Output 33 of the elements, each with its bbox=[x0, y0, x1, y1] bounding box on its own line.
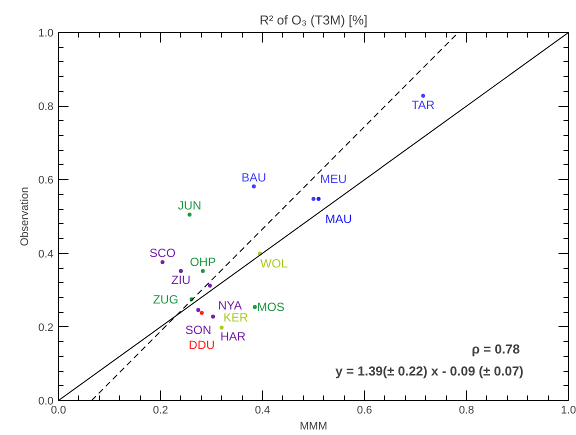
data-label: BAU bbox=[241, 170, 266, 184]
x-tick-label: 1.0 bbox=[560, 404, 576, 416]
data-label: SCO bbox=[150, 246, 176, 260]
data-label: TAR bbox=[412, 98, 436, 112]
data-label: OHP bbox=[190, 254, 216, 269]
annotation: ρ = 0.78 bbox=[472, 342, 520, 356]
data-label: WOL bbox=[260, 256, 288, 271]
chart-title: R² of O₃ (T3M) [%] bbox=[260, 12, 368, 28]
y-tick-label: 1.0 bbox=[38, 28, 54, 40]
y-axis-title: Observation bbox=[19, 186, 32, 246]
data-label: HAR bbox=[220, 330, 246, 344]
y-tick-label: 0.8 bbox=[38, 101, 54, 114]
x-axis-title: MMM bbox=[300, 420, 328, 432]
data-label: KER bbox=[223, 310, 248, 325]
x-tick-label: 0.8 bbox=[458, 404, 474, 416]
data-label: MOS bbox=[257, 300, 285, 314]
annotation: y = 1.39(± 0.22) x - 0.09 (± 0.07) bbox=[335, 364, 524, 378]
data-label: ZIU bbox=[171, 272, 191, 287]
y-tick-label: 0.2 bbox=[38, 322, 54, 334]
x-tick-label: 0.2 bbox=[152, 404, 168, 416]
y-tick-label: 0.4 bbox=[38, 248, 54, 260]
y-tick-label: 0.6 bbox=[38, 174, 54, 187]
x-tick-label: 0.0 bbox=[50, 404, 66, 416]
data-label: ZUG bbox=[152, 292, 178, 306]
data-label: SON bbox=[185, 322, 212, 337]
data-label: JUN bbox=[178, 198, 202, 213]
data-label: MAU bbox=[325, 212, 352, 226]
data-label: MEU bbox=[320, 172, 347, 186]
y-tick-label: 0.0 bbox=[38, 396, 54, 408]
data-label: DDU bbox=[188, 338, 215, 352]
x-tick-label: 0.4 bbox=[254, 404, 270, 416]
data-label: NYA bbox=[218, 298, 242, 313]
x-tick-label: 0.6 bbox=[356, 404, 372, 416]
